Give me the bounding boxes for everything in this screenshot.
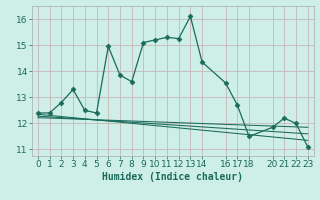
X-axis label: Humidex (Indice chaleur): Humidex (Indice chaleur) [102, 172, 243, 182]
